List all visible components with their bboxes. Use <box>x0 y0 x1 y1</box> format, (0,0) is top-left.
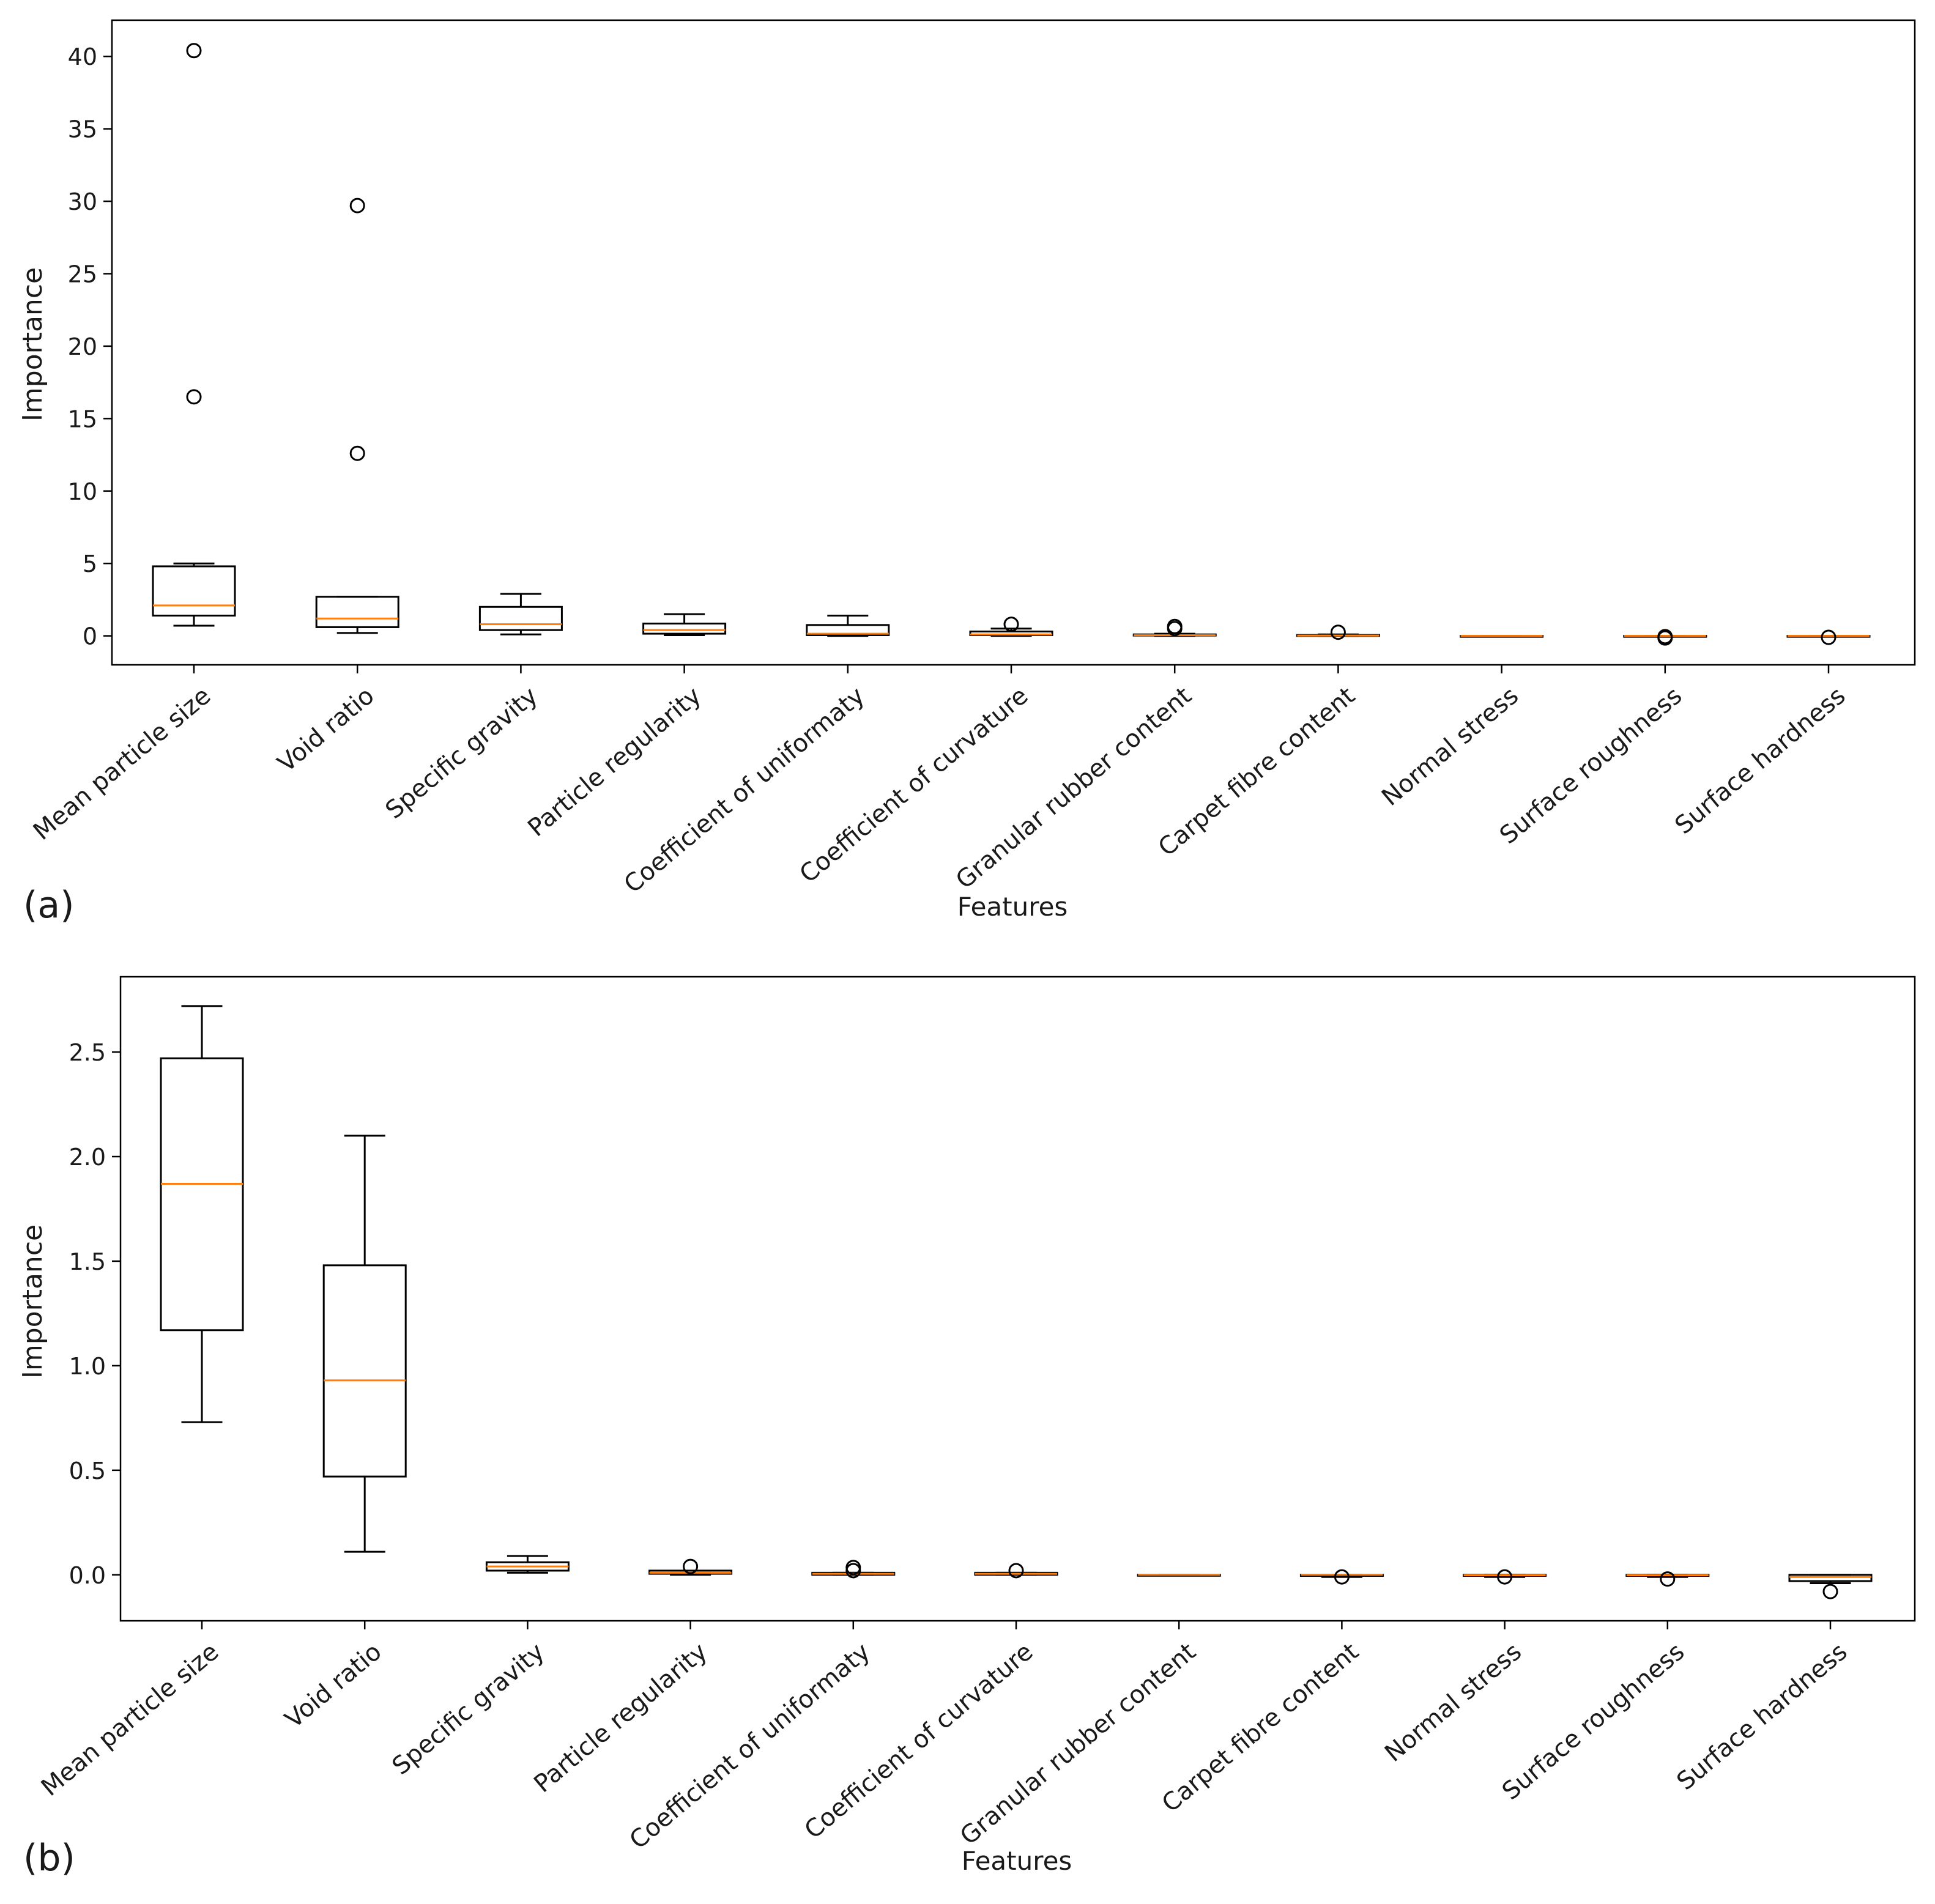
outlier-point <box>845 1560 861 1576</box>
y-tick-label: 25 <box>68 261 97 287</box>
y-tick-label: 15 <box>68 406 97 432</box>
iqr-box <box>315 596 399 628</box>
outlier-point <box>1660 1571 1676 1587</box>
box-10 <box>1623 629 1707 646</box>
box-1 <box>160 1005 244 1423</box>
box-2 <box>322 1135 407 1553</box>
panel-a-y-axis-label: Importance <box>17 267 48 421</box>
plot-frame <box>119 976 1916 1622</box>
iqr-box <box>478 606 563 631</box>
box-6 <box>969 617 1053 637</box>
box-3 <box>478 593 563 635</box>
outlier-point <box>186 389 202 405</box>
y-tick-label: 30 <box>68 188 97 215</box>
box-9 <box>1460 635 1544 638</box>
y-tick-label: 0.5 <box>69 1458 106 1484</box>
outlier-point <box>1330 624 1346 640</box>
box-1 <box>152 43 236 627</box>
y-tick-label: 40 <box>68 43 97 70</box>
box-6 <box>974 1563 1058 1579</box>
y-tick-label: 1.5 <box>69 1248 106 1275</box>
outlier-point <box>349 198 365 213</box>
outlier-point <box>683 1558 699 1574</box>
box-5 <box>806 614 890 637</box>
y-tick-label: 2.0 <box>69 1144 106 1171</box>
y-tick-label: 0.0 <box>69 1562 106 1589</box>
iqr-box <box>322 1264 407 1478</box>
outlier-point <box>349 445 365 461</box>
panel-a-x-axis-label: Features <box>957 892 1068 922</box>
panel-b-label: (b) <box>23 1837 75 1880</box>
y-tick-label: 0 <box>83 623 97 650</box>
y-tick-label: 5 <box>83 550 97 577</box>
y-tick-label: 35 <box>68 116 97 143</box>
box-4 <box>642 613 727 636</box>
outlier-point <box>1003 617 1019 632</box>
box-7 <box>1132 618 1217 637</box>
outlier-point <box>1657 630 1673 646</box>
box-11 <box>1786 629 1871 645</box>
y-tick-label: 20 <box>68 333 97 360</box>
iqr-box <box>1788 1574 1873 1582</box>
iqr-box <box>160 1057 244 1332</box>
outlier-point <box>1822 1584 1838 1599</box>
plot-frame <box>111 19 1916 666</box>
panel-b-x-axis-label: Features <box>962 1846 1072 1876</box>
outlier-point <box>1167 618 1183 634</box>
box-3 <box>485 1555 570 1574</box>
outlier-point <box>1334 1569 1350 1585</box>
iqr-box <box>806 624 890 636</box>
iqr-box <box>642 622 727 635</box>
y-tick-label: 10 <box>68 478 97 505</box>
panel-a-label: (a) <box>23 884 75 927</box>
box-4 <box>648 1558 733 1576</box>
box-11 <box>1788 1574 1873 1599</box>
panel-b-y-axis-label: Importance <box>17 1224 48 1379</box>
box-8 <box>1296 624 1380 640</box>
outlier-point <box>1821 629 1837 645</box>
box-8 <box>1299 1569 1384 1585</box>
outlier-point <box>186 43 202 59</box>
iqr-box <box>152 565 236 617</box>
y-tick-label: 1.0 <box>69 1353 106 1380</box>
outlier-point <box>1497 1569 1513 1585</box>
box-10 <box>1625 1571 1710 1587</box>
box-7 <box>1137 1574 1221 1577</box>
outlier-point <box>1008 1563 1024 1579</box>
y-tick-label: 2.5 <box>69 1039 106 1066</box>
box-9 <box>1463 1569 1547 1585</box>
box-2 <box>315 198 399 634</box>
box-5 <box>811 1560 896 1579</box>
